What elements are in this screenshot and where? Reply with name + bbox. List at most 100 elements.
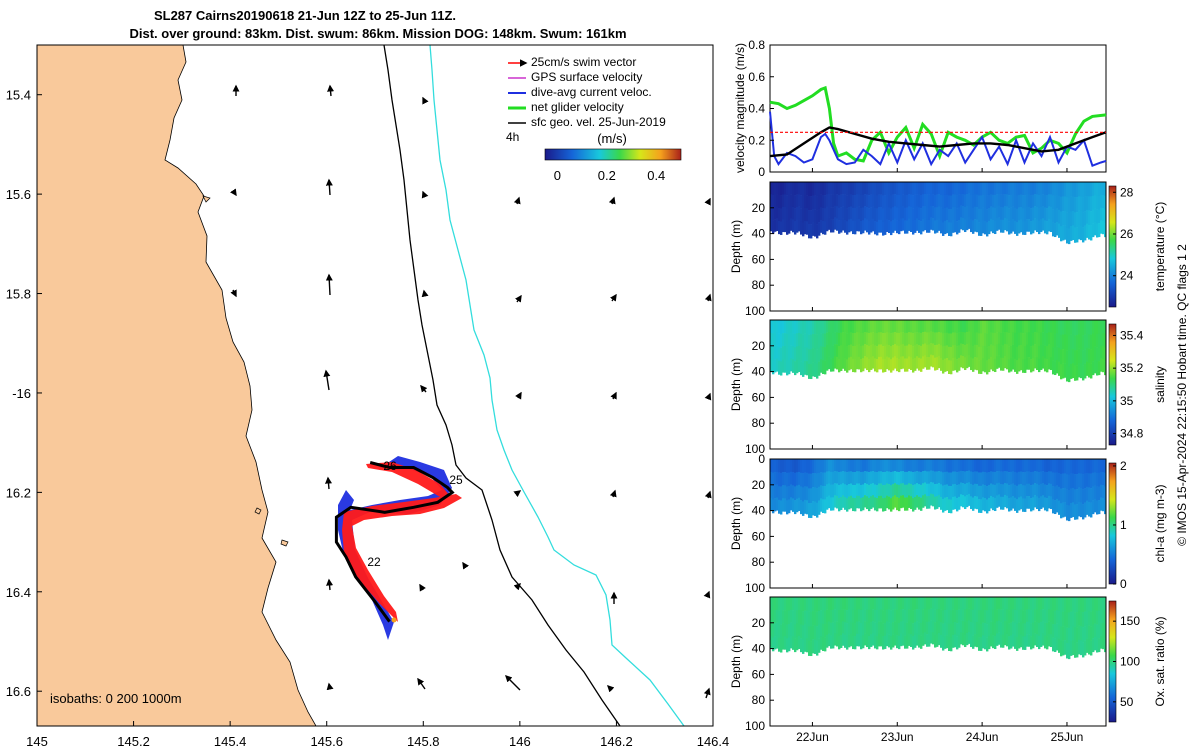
profile-cell (834, 193, 837, 206)
profile-cell (1098, 597, 1101, 611)
profile-cell (884, 484, 887, 499)
profile-cell (786, 459, 789, 474)
profile-cell (870, 207, 873, 220)
profile-colorbar-tick-label: 2 (1120, 459, 1127, 473)
profile-cell (900, 471, 903, 484)
profile-cell (1056, 597, 1059, 611)
profile-cell (898, 194, 901, 209)
profile-cell (1058, 472, 1061, 488)
profile-cell (1002, 207, 1005, 221)
profile-cell (1104, 638, 1107, 653)
profile-cell (912, 485, 915, 499)
profile-cell (830, 194, 833, 208)
velocity-series-line-1 (769, 111, 1107, 168)
profile-cell (1046, 636, 1049, 650)
profile-cell (974, 496, 977, 509)
profile-cell (924, 608, 927, 621)
profile-cell (798, 459, 801, 473)
profile-cell (970, 332, 973, 346)
profile-cell (876, 459, 879, 473)
profile-cell (954, 597, 957, 610)
profile-cell (1064, 625, 1067, 641)
profile-cell (786, 597, 789, 612)
profile-cell (882, 195, 885, 209)
profile-cell (900, 320, 903, 333)
profile-cell (786, 500, 789, 515)
legend-net: net glider velocity (531, 100, 624, 114)
profile-cell (828, 471, 831, 484)
profile-cell (864, 218, 867, 231)
profile-cell (998, 597, 1001, 610)
profile-cell (1038, 459, 1041, 473)
profile-cell (1032, 332, 1035, 346)
profile-cell (1060, 364, 1063, 380)
map-y-tick-label: 16.6 (6, 684, 31, 699)
profile-cell (944, 358, 947, 372)
profile-cell (772, 459, 775, 473)
profile-cell (962, 217, 965, 231)
profile-cell (916, 332, 919, 345)
profile-cell (1086, 347, 1089, 362)
profile-cell (798, 635, 801, 649)
profile-cell (1036, 206, 1039, 220)
profile-cell (1028, 219, 1031, 232)
profile-cell (894, 495, 897, 508)
profile-cell (1104, 472, 1107, 487)
profile-cell (850, 471, 853, 484)
profile-cell (916, 483, 919, 496)
profile-cell (774, 346, 777, 360)
profile-cell (792, 485, 795, 499)
profile-colorbar-tick-label: 24 (1120, 269, 1134, 283)
profile-cell (938, 470, 941, 484)
profile-cell (962, 597, 965, 610)
profile-cell (916, 459, 919, 472)
profile-cell (1094, 320, 1097, 334)
profile-cell (874, 622, 877, 636)
profile-cell (958, 484, 961, 498)
profile-cell (1044, 497, 1047, 511)
profile-cell (926, 357, 929, 370)
profile-cell (872, 320, 875, 333)
profile-cell (1004, 620, 1007, 634)
profile-cell (1064, 473, 1067, 489)
profile-cell (876, 346, 879, 360)
profile-cell (922, 471, 925, 484)
profile-cell (1052, 486, 1055, 500)
profile-cell (874, 635, 877, 649)
profile-cell (828, 483, 831, 496)
profile-cell (1038, 622, 1041, 637)
profile-cell (920, 622, 923, 636)
profile-cell (788, 320, 791, 334)
profile-cell (1102, 332, 1105, 347)
profile-ylabel: Depth (m) (729, 358, 743, 411)
profile-cell (840, 459, 843, 472)
profile-cell (878, 194, 881, 208)
profile-cell (1066, 197, 1069, 213)
profile-cell (984, 623, 987, 637)
velocity-panel: 00.20.40.60.8 velocity magnitude (m/s) (733, 38, 1107, 179)
profile-cell (958, 182, 961, 195)
profile-cell (1092, 610, 1095, 625)
profile-cell (1096, 347, 1099, 362)
profile-cell (820, 320, 823, 334)
profile-cell (948, 459, 951, 473)
profile-cell (874, 597, 877, 611)
profile-cell (798, 484, 801, 499)
profile-cell (964, 634, 967, 648)
profile-cell (954, 609, 957, 623)
profile-cell (822, 207, 825, 222)
profile-cell (1024, 195, 1027, 209)
profile-cell (840, 194, 843, 208)
profile-cell (784, 333, 787, 347)
profile-cell (1090, 488, 1093, 503)
profile-cell (988, 459, 991, 473)
profile-cell (1074, 227, 1077, 243)
profile-cell (988, 345, 991, 360)
profile-cell (792, 219, 795, 233)
profile-cell (776, 459, 779, 473)
profile-cell (832, 182, 835, 195)
profile-cell (996, 194, 999, 207)
profile-cell (996, 206, 999, 219)
profile-cell (780, 320, 783, 335)
map-colorbar-ticks: 0 0.2 0.4 (554, 168, 666, 183)
